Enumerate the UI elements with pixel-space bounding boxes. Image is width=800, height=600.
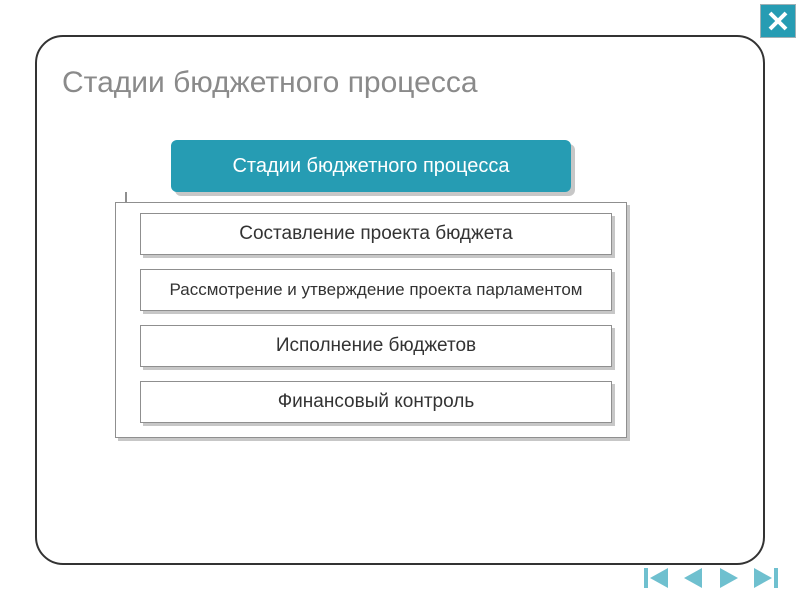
list-panel: Составление проекта бюджета Рассмотрение… <box>115 202 627 438</box>
nav-first-button[interactable] <box>642 566 672 590</box>
list-item: Финансовый контроль <box>140 381 612 423</box>
item-label: Исполнение бюджетов <box>140 325 612 367</box>
nav-next-button[interactable] <box>714 566 744 590</box>
nav-last-button[interactable] <box>750 566 780 590</box>
item-label: Рассмотрение и утверждение проекта парла… <box>140 269 612 311</box>
list-item: Исполнение бюджетов <box>140 325 612 367</box>
slide-title: Стадии бюджетного процесса <box>62 66 478 100</box>
close-icon <box>766 9 790 33</box>
nav-prev-button[interactable] <box>678 566 708 590</box>
diagram-container: Стадии бюджетного процесса Составление п… <box>115 140 627 438</box>
nav-prev-icon <box>678 566 708 590</box>
nav-last-icon <box>750 566 780 590</box>
list-wrap: Составление проекта бюджета Рассмотрение… <box>115 202 627 438</box>
header-face: Стадии бюджетного процесса <box>171 140 571 192</box>
diagram-header: Стадии бюджетного процесса <box>171 140 571 192</box>
nav-next-icon <box>714 566 744 590</box>
header-label: Стадии бюджетного процесса <box>232 155 509 178</box>
item-label: Составление проекта бюджета <box>140 213 612 255</box>
list-item: Составление проекта бюджета <box>140 213 612 255</box>
close-button[interactable] <box>760 4 796 38</box>
item-label: Финансовый контроль <box>140 381 612 423</box>
nav-first-icon <box>642 566 672 590</box>
nav-controls <box>642 566 780 590</box>
list-item: Рассмотрение и утверждение проекта парла… <box>140 269 612 311</box>
